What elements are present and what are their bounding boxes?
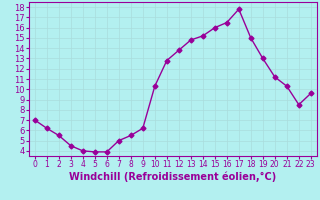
X-axis label: Windchill (Refroidissement éolien,°C): Windchill (Refroidissement éolien,°C) — [69, 172, 276, 182]
